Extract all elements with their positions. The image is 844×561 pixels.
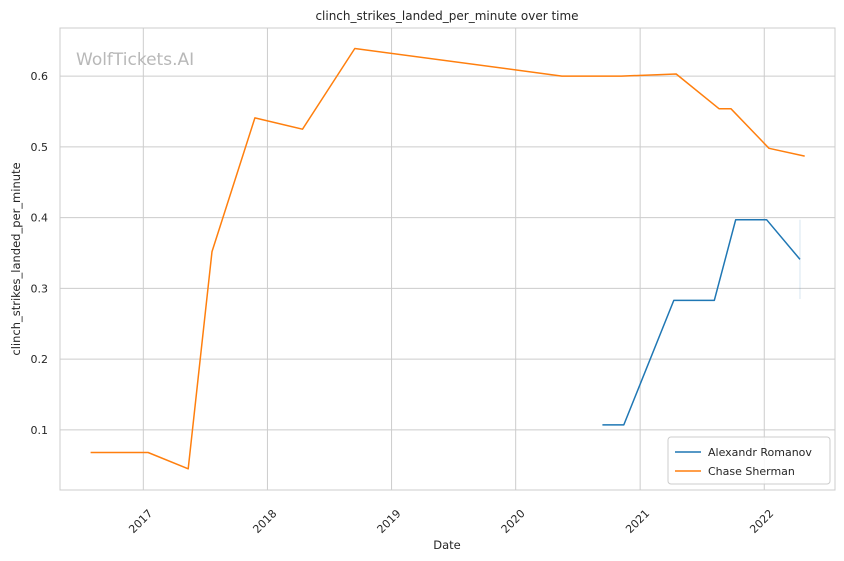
series-line-chase-sherman	[90, 47, 805, 470]
y-axis-title: clinch_strikes_landed_per_minute	[9, 162, 23, 355]
series-line-alexandr-romanov	[602, 218, 801, 426]
legend-label-chase-sherman: Chase Sherman	[708, 465, 795, 478]
y-tick-label: 0.5	[31, 141, 49, 154]
legend: Alexandr Romanov Chase Sherman	[667, 436, 831, 485]
x-axis-title: Date	[433, 538, 461, 552]
grid-lines	[60, 28, 835, 490]
legend-label-alexandr-romanov: Alexandr Romanov	[708, 446, 812, 459]
watermark: WolfTickets.AI	[76, 50, 194, 70]
series-lines	[90, 47, 805, 470]
y-tick-label: 0.2	[31, 353, 49, 366]
legend-box	[667, 436, 831, 485]
y-axis-tick-labels: 0.1 0.2 0.3 0.4 0.5 0.6	[31, 70, 49, 437]
y-tick-label: 0.6	[31, 70, 49, 83]
y-tick-label: 0.3	[31, 282, 49, 295]
chart-title: clinch_strikes_landed_per_minute over ti…	[315, 9, 578, 23]
plot-frame	[59, 27, 836, 491]
y-tick-label: 0.1	[31, 424, 49, 437]
y-tick-label: 0.4	[31, 212, 49, 225]
